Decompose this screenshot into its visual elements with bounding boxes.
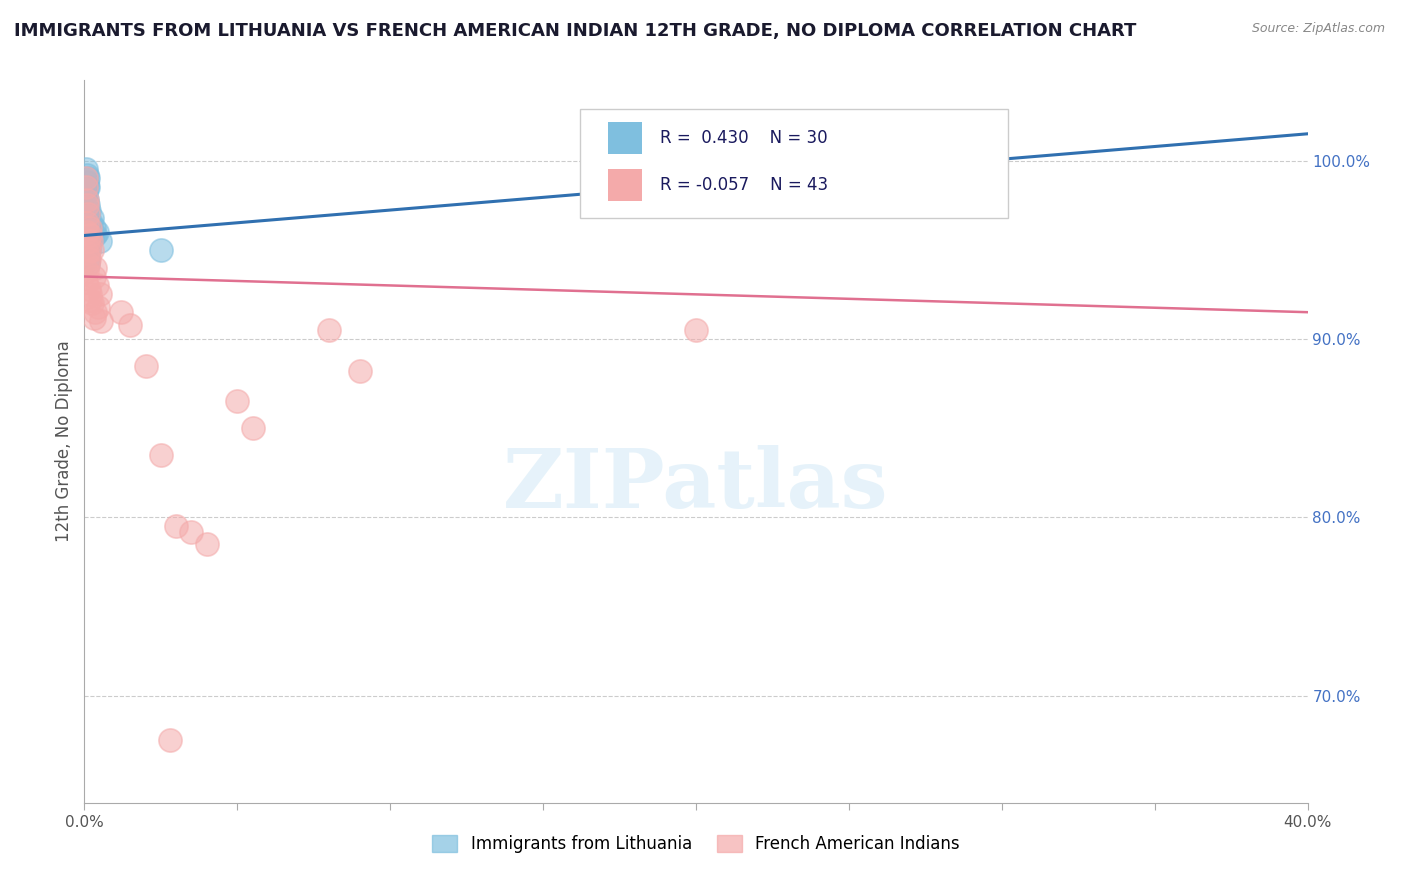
Bar <box>607 122 643 154</box>
Legend: Immigrants from Lithuania, French American Indians: Immigrants from Lithuania, French Americ… <box>426 828 966 860</box>
Point <box>226 394 249 409</box>
Point <box>79 221 101 235</box>
Point <box>77 203 100 218</box>
Point <box>82 228 104 243</box>
Point <box>75 186 97 200</box>
Point <box>349 364 371 378</box>
Point <box>84 260 107 275</box>
Point <box>75 171 97 186</box>
Point <box>79 221 101 235</box>
Point <box>76 211 98 225</box>
Point <box>149 448 172 462</box>
Point <box>77 282 100 296</box>
Point <box>242 421 264 435</box>
Point <box>318 323 340 337</box>
Point <box>76 246 98 260</box>
Point <box>76 171 98 186</box>
Point <box>76 257 98 271</box>
Point <box>87 300 110 314</box>
Point <box>77 243 100 257</box>
Point <box>76 193 98 207</box>
Point <box>80 243 103 257</box>
Point <box>75 180 97 194</box>
Point <box>135 359 157 373</box>
Point <box>76 264 98 278</box>
Point <box>83 310 105 325</box>
Point <box>76 225 98 239</box>
Y-axis label: 12th Grade, No Diploma: 12th Grade, No Diploma <box>55 341 73 542</box>
Point <box>685 323 707 337</box>
Point <box>76 175 98 189</box>
Point <box>80 216 103 230</box>
Point <box>89 234 111 248</box>
Point <box>149 243 172 257</box>
Text: R = -0.057    N = 43: R = -0.057 N = 43 <box>661 176 828 194</box>
Point <box>83 269 105 284</box>
Point <box>76 193 98 207</box>
Point <box>165 519 187 533</box>
Point <box>79 293 101 307</box>
Point <box>75 275 97 289</box>
Point <box>76 198 98 212</box>
Point <box>90 314 112 328</box>
Point <box>77 198 100 212</box>
Point <box>89 287 111 301</box>
Point <box>110 305 132 319</box>
Text: IMMIGRANTS FROM LITHUANIA VS FRENCH AMERICAN INDIAN 12TH GRADE, NO DIPLOMA CORRE: IMMIGRANTS FROM LITHUANIA VS FRENCH AMER… <box>14 22 1136 40</box>
Point <box>76 234 98 248</box>
Point <box>77 252 100 266</box>
Point <box>80 211 103 225</box>
Text: Source: ZipAtlas.com: Source: ZipAtlas.com <box>1251 22 1385 36</box>
Point <box>75 228 97 243</box>
Point <box>77 243 100 257</box>
Point <box>79 287 101 301</box>
Bar <box>607 169 643 202</box>
Point <box>80 234 103 248</box>
Point <box>75 221 97 235</box>
FancyBboxPatch shape <box>579 109 1008 218</box>
Point <box>76 168 98 182</box>
Text: R =  0.430    N = 30: R = 0.430 N = 30 <box>661 129 828 147</box>
Point <box>120 318 142 332</box>
Point <box>84 228 107 243</box>
Point <box>76 180 98 194</box>
Point <box>77 257 100 271</box>
Point <box>195 537 218 551</box>
Point <box>76 246 98 260</box>
Point <box>77 252 100 266</box>
Point <box>79 234 101 248</box>
Point <box>79 228 101 243</box>
Point <box>83 221 105 235</box>
Point <box>76 239 98 253</box>
Point <box>180 524 202 539</box>
Point <box>86 225 108 239</box>
Point <box>159 733 181 747</box>
Point <box>84 305 107 319</box>
Point <box>76 216 98 230</box>
Point <box>76 207 98 221</box>
Point <box>77 180 100 194</box>
Point <box>77 216 100 230</box>
Text: ZIPatlas: ZIPatlas <box>503 445 889 524</box>
Point <box>80 296 103 310</box>
Point <box>75 162 97 177</box>
Point <box>77 207 100 221</box>
Point <box>86 278 108 293</box>
